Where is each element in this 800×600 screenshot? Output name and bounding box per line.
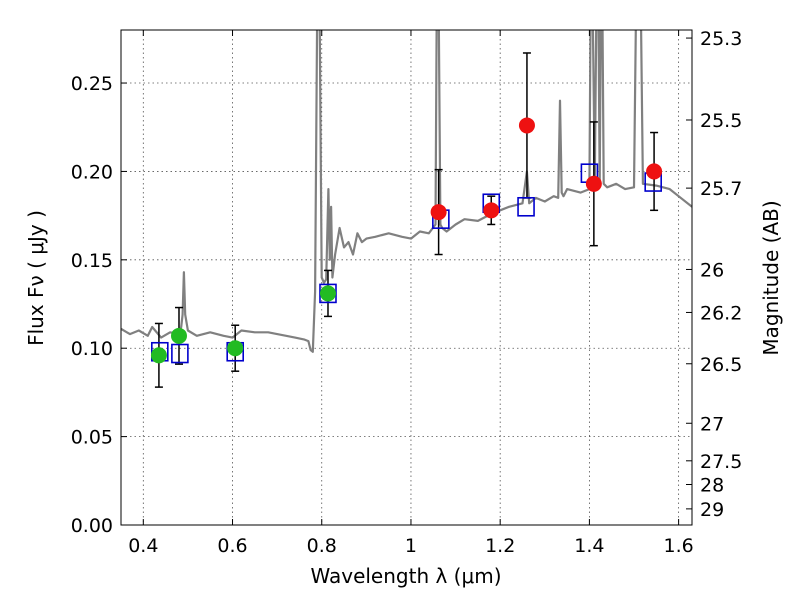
y-axis-label: Flux Fν ( μJy ) [24,210,48,346]
red-data-point [585,175,602,192]
x-tick-label: 1.6 [664,535,694,557]
mag-tick-label: 28 [700,474,724,496]
green-data-point [319,285,336,302]
red-data-point [483,202,500,219]
mag-tick-label: 26.2 [700,302,742,324]
data-points-layer [150,117,663,364]
model-spectrum-layer [121,30,692,353]
x-tick-label: 1.4 [574,535,604,557]
green-data-point [150,347,167,364]
x-tick-label: 0.6 [217,535,247,557]
mag-tick-label: 25.7 [700,178,742,200]
mag-tick-label: 25.5 [700,110,742,132]
x-tick-label: 0.8 [307,535,337,557]
grid [121,30,692,526]
y-tick-label: 0.25 [71,73,113,95]
mag-tick-label: 27 [700,413,724,435]
y-tick-label: 0.20 [71,161,113,183]
model-square [171,343,189,364]
green-data-point [170,327,187,344]
x-tick-label: 1 [405,535,417,557]
model-square [517,196,535,217]
mag-tick-label: 26 [700,259,724,281]
x-tick-label: 0.4 [128,535,158,557]
mag-tick-label: 26.5 [700,354,742,376]
model-spectrum-line [121,30,692,353]
mag-tick-label: 29 [700,499,724,521]
red-data-point [430,204,447,221]
model-squares-layer [151,163,662,364]
y-tick-label: 0.10 [71,338,113,360]
mag-tick-label: 25.3 [700,28,742,50]
tick-labels: 0.4 0.6 0.8 1 1.2 1.4 1.6 0.00 0.05 0.10 0.15 0.20 0… [71,28,743,557]
green-data-point [227,340,244,357]
y-tick-label: 0.15 [71,250,113,272]
y-tick-label: 0.05 [71,427,113,449]
ticks [121,30,692,526]
y-tick-label: 0.00 [71,515,113,537]
y2-axis-label: Magnitude (AB) [759,200,783,355]
mag-tick-label: 27.5 [700,451,742,473]
plot-frame [120,29,693,526]
red-data-point [518,117,535,134]
red-data-point [646,163,663,180]
x-tick-label: 1.2 [485,535,515,557]
x-axis-label: Wavelength λ (μm) [310,564,501,588]
